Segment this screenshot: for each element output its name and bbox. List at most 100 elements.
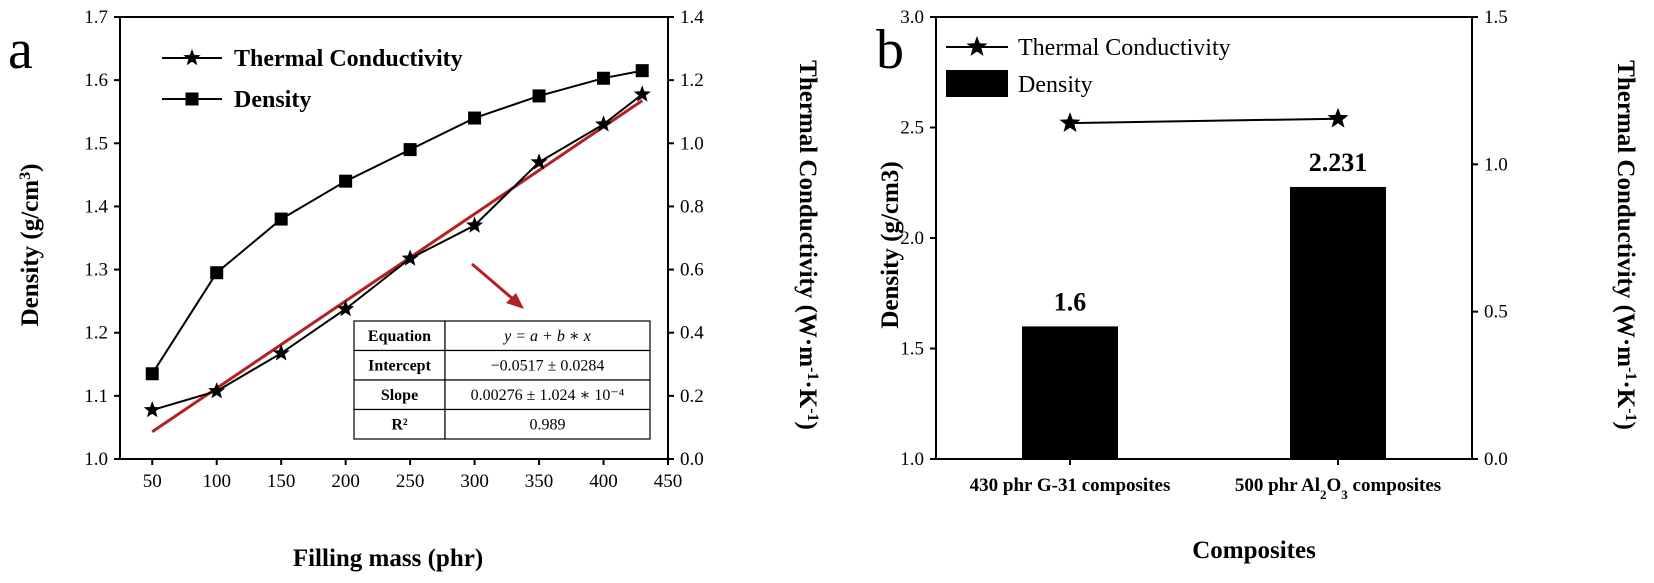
chart-a-y-left-label: Density (g/cm3)	[17, 164, 45, 327]
y-left-tick-label: 1.6	[84, 70, 108, 91]
chart-b-tc-series	[1059, 107, 1349, 132]
legend-density-marker	[185, 92, 199, 106]
chart-b-frame	[935, 16, 1473, 460]
chart-b-bars: 1.6 2.231	[1022, 148, 1386, 459]
table-row-label: Slope	[381, 387, 418, 404]
x-tick-label: 200	[331, 471, 360, 492]
y-left-tick-label: 1.3	[84, 260, 108, 281]
y-left-tick-label: 1.2	[84, 323, 108, 344]
table-cell-label	[353, 379, 446, 411]
tc-point	[1059, 112, 1081, 132]
y-left-tick-label: 1.7	[84, 7, 108, 28]
table-row-value: 0.00276 ± 1.024 ∗ 10⁻⁴	[471, 387, 625, 404]
density-point	[597, 71, 611, 85]
y-left-tick-label: 1.1	[84, 386, 108, 407]
y-right-tick-label: 0.0	[1484, 449, 1508, 470]
bar-value-label: 1.6	[1054, 287, 1087, 316]
table-row-value: −0.0517 ± 0.0284	[491, 358, 605, 375]
x-tick-label: 350	[525, 471, 554, 492]
chart-b-y-left-label: Density (g/cm3)	[877, 161, 904, 328]
chart-b: b 1.0 1.5 2.0 2.5 3.0 0.0 0.5 1.0 1.5 430 phr G-3…	[876, 7, 1640, 564]
legend-density-label: Density	[234, 87, 311, 113]
chart-a: a 50 100 150 200 250 300 350 400 450 1.0 1.1 1.2 1.3…	[8, 7, 822, 572]
fit-results-table: Equation y = a + b ∗ x Intercept −0.0517 ± …	[353, 320, 651, 440]
tc-point	[530, 153, 548, 170]
density-point	[210, 266, 224, 280]
y-right-tick-label: 1.2	[680, 70, 704, 91]
y-right-tick-label: 1.4	[680, 7, 704, 28]
table-row-label: Equation	[368, 328, 431, 345]
x-tick-label: 450	[654, 471, 683, 492]
legend-density-label: Density	[1018, 72, 1093, 98]
y-right-tick-label: 0.2	[680, 386, 704, 407]
tc-point	[337, 300, 355, 317]
x-tick-label: 300	[460, 471, 489, 492]
y-left-tick-label: 3.0	[900, 7, 924, 28]
y-right-tick-label: 1.5	[1484, 7, 1508, 28]
chart-a-series	[143, 64, 651, 418]
chart-b-x-label: Composites	[1192, 537, 1316, 564]
chart-b-legend: Thermal Conductivity Density	[946, 35, 1231, 98]
fit-line	[151, 99, 644, 433]
y-left-tick-label: 1.5	[900, 339, 924, 360]
table-row-label: R²	[391, 417, 408, 434]
legend-tc-label: Thermal Conductivity	[234, 46, 463, 72]
density-point	[532, 89, 546, 103]
chart-a-axes: 50 100 150 200 250 300 350 400 450 1.0 1.1 1.2 1.3 1.…	[84, 7, 704, 492]
table-cell-value	[444, 408, 651, 440]
tc-point	[143, 401, 161, 418]
table-row-value: 0.989	[530, 417, 566, 434]
y-right-tick-label: 0.0	[680, 449, 704, 470]
y-left-tick-label: 1.0	[900, 449, 924, 470]
y-right-tick-label: 0.5	[1484, 302, 1508, 323]
y-left-tick-label: 2.5	[900, 118, 924, 139]
table-cell-value	[444, 379, 651, 411]
tc-point	[401, 249, 419, 266]
bar-value-label: 2.231	[1309, 148, 1368, 177]
x-tick-label: 100	[202, 471, 231, 492]
y-left-tick-label: 1.5	[84, 133, 108, 154]
chart-a-y-right-label: Thermal Conductivity (W·m-1·K-1)	[794, 60, 822, 430]
density-bar	[1290, 186, 1386, 459]
x-tick-label: 150	[267, 471, 296, 492]
panel-b-label: b	[876, 19, 904, 81]
y-right-tick-label: 1.0	[680, 133, 704, 154]
y-left-tick-label: 1.4	[84, 196, 108, 217]
table-row-label: Intercept	[368, 358, 431, 375]
legend-tc-label: Thermal Conductivity	[1018, 35, 1231, 61]
x-tick-label: 50	[143, 471, 162, 492]
legend-tc-marker	[966, 36, 988, 56]
tc-point	[595, 115, 613, 132]
y-left-tick-label: 1.0	[84, 449, 108, 470]
panel-a-label: a	[8, 19, 33, 81]
x-tick-label: 400	[589, 471, 618, 492]
density-bar	[1022, 326, 1118, 459]
chart-b-y-right-label: Thermal Conductivity (W·m-1·K-1)	[1612, 60, 1640, 430]
density-point	[403, 143, 417, 157]
category-label: 430 phr G-31 composites	[970, 475, 1171, 496]
table-cell-value	[444, 320, 651, 352]
y-right-tick-label: 1.0	[1484, 154, 1508, 175]
y-right-tick-label: 0.4	[680, 323, 704, 344]
density-point	[274, 212, 288, 226]
y-right-tick-label: 0.8	[680, 196, 704, 217]
table-row-value: y = a + b ∗ x	[502, 328, 591, 345]
table-cell-value	[444, 349, 651, 381]
tc-point	[633, 85, 651, 102]
tc-point	[272, 344, 290, 361]
chart-a-x-label: Filling mass (phr)	[293, 545, 483, 572]
category-label: 500 phr Al2O3 composites	[1235, 475, 1441, 502]
tc-series-line	[1069, 117, 1339, 125]
chart-a-fit-line	[151, 99, 644, 433]
tc-point	[466, 216, 484, 233]
density-point	[468, 111, 482, 125]
density-point	[635, 64, 649, 78]
tc-point	[208, 382, 226, 399]
x-tick-label: 250	[396, 471, 425, 492]
chart-b-axes: 1.0 1.5 2.0 2.5 3.0 0.0 0.5 1.0 1.5 430 phr G-31 …	[900, 7, 1508, 502]
legend-tc-marker	[183, 49, 201, 66]
table-cell-label	[353, 408, 446, 440]
density-point	[145, 367, 159, 381]
legend-density-swatch	[946, 70, 1008, 97]
